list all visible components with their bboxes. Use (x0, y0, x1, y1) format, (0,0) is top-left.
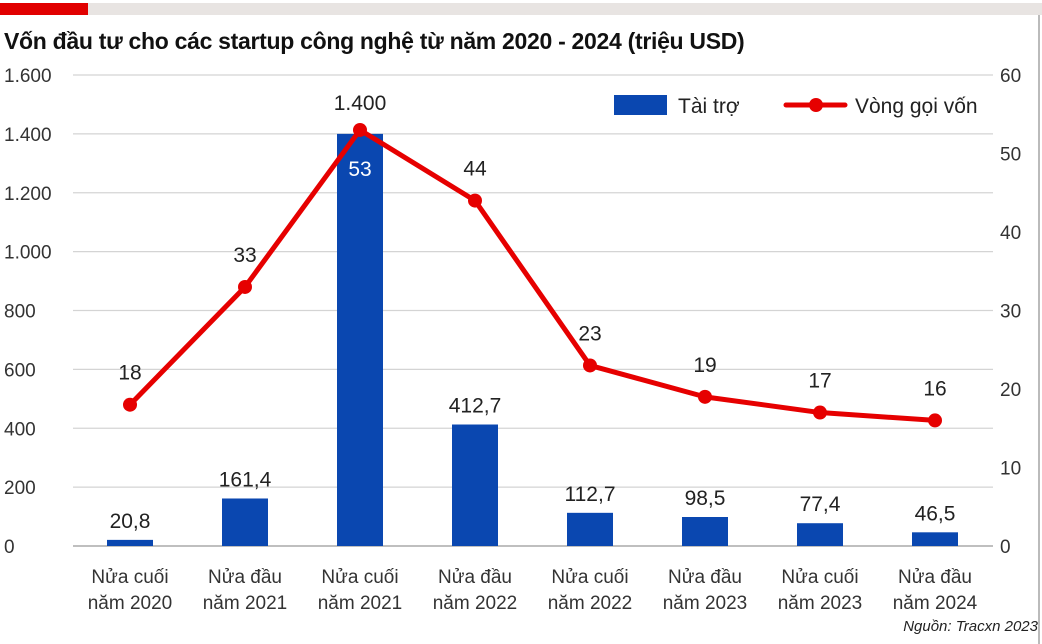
left-tick-label: 800 (4, 302, 36, 323)
left-tick-label: 1.400 (4, 125, 52, 146)
category-label: Nửa đầu (208, 567, 282, 588)
right-tick-label: 30 (1000, 302, 1021, 323)
category-label: năm 2022 (433, 593, 518, 614)
bar-value-label: 46,5 (915, 502, 956, 525)
bar (452, 424, 498, 546)
right-tick-label: 10 (1000, 459, 1021, 480)
bar-value-label: 1.400 (334, 92, 387, 115)
line-value-label: 19 (693, 354, 716, 377)
bar (222, 498, 268, 546)
category-label: Nửa cuối (551, 567, 628, 588)
line-series (128, 127, 936, 423)
category-label: năm 2023 (663, 593, 748, 614)
category-label: Nửa cuối (781, 567, 858, 588)
left-tick-label: 200 (4, 478, 36, 499)
bar-value-label: 98,5 (685, 487, 726, 510)
category-label: Nửa cuối (321, 567, 398, 588)
category-label: Nửa đầu (438, 567, 512, 588)
chart-title: Vốn đầu tư cho các startup công nghệ từ … (4, 28, 745, 54)
right-tick-label: 60 (1000, 66, 1021, 87)
bar (337, 133, 383, 546)
category-label: năm 2022 (548, 593, 633, 614)
legend-label: Vòng gọi vốn (855, 95, 978, 118)
legend-label: Tài trợ (678, 95, 740, 118)
bar-value-label: 112,7 (565, 483, 616, 506)
line-value-label: 23 (578, 322, 601, 345)
line-value-label: 53 (348, 158, 371, 181)
line-point (928, 413, 942, 428)
bar (107, 539, 153, 546)
left-tick-label: 400 (4, 419, 36, 440)
category-label: Nửa cuối (91, 567, 168, 588)
category-label: năm 2021 (203, 593, 288, 614)
bar-value-label: 161,4 (219, 468, 272, 491)
right-tick-label: 20 (1000, 380, 1021, 401)
category-label: năm 2021 (318, 593, 403, 614)
line-point (813, 405, 827, 420)
right-tick-label: 0 (1000, 537, 1011, 558)
line-value-label: 16 (923, 377, 946, 400)
line-value-label: 17 (808, 370, 831, 393)
left-tick-label: 1.200 (4, 184, 52, 205)
bar (797, 523, 843, 546)
line-point (583, 358, 597, 373)
bar (682, 517, 728, 546)
bar-value-label: 20,8 (110, 510, 151, 533)
category-label: năm 2020 (88, 593, 173, 614)
line-value-label: 44 (463, 158, 487, 181)
left-tick-label: 600 (4, 360, 36, 381)
legend-swatch-bar (614, 95, 667, 115)
left-tick-label: 0 (4, 537, 15, 558)
left-tick-label: 1.000 (4, 243, 52, 264)
right-tick-label: 50 (1000, 145, 1021, 166)
category-label: năm 2024 (893, 593, 978, 614)
line-value-label: 18 (118, 362, 141, 385)
left-tick-label: 1.600 (4, 66, 52, 87)
category-label: năm 2023 (778, 593, 863, 614)
source-note: Nguồn: Tracxn 2023 (903, 618, 1038, 635)
category-label: Nửa đầu (898, 567, 972, 588)
category-label: Nửa đầu (668, 567, 742, 588)
line-point (353, 122, 367, 137)
line-point (238, 279, 252, 294)
line-point (698, 389, 712, 404)
right-border (1038, 15, 1040, 644)
top-band (0, 3, 1042, 15)
line-value-label: 33 (233, 244, 256, 267)
right-tick-label: 40 (1000, 223, 1021, 244)
line-point (123, 397, 137, 412)
bar (912, 532, 958, 546)
legend-swatch-point (809, 98, 823, 112)
bar (567, 512, 613, 546)
line-point (468, 193, 482, 208)
bar-value-label: 412,7 (449, 395, 502, 418)
bar-value-label: 77,4 (800, 493, 841, 516)
accent-bar (0, 3, 88, 15)
